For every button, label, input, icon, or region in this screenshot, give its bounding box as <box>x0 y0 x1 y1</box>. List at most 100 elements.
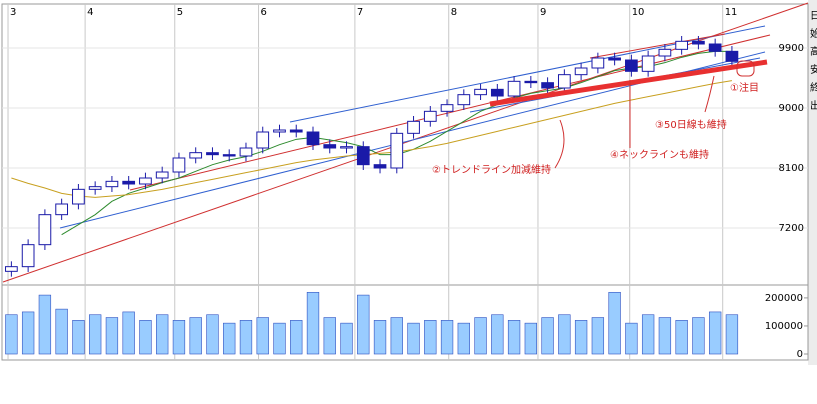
y-tick-label: 8100 <box>779 163 804 174</box>
x-tick-label: 6 <box>261 7 267 18</box>
x-tick-label: 8 <box>451 7 457 18</box>
volume-bar <box>189 317 202 355</box>
candle-body <box>38 214 52 246</box>
annotation: ③50日線も維持 <box>655 118 727 131</box>
candle-body <box>541 82 554 89</box>
candle-body <box>5 266 18 272</box>
candle-body <box>72 188 85 205</box>
annotation: ④ネックラインも維持 <box>610 148 709 161</box>
volume-bar <box>256 317 269 355</box>
volume-bar <box>290 320 303 355</box>
side-label: 出 <box>810 99 817 112</box>
volume-bar <box>323 317 336 355</box>
side-label: 終 <box>810 81 817 94</box>
trend-line <box>129 34 771 191</box>
candle-body <box>692 40 705 45</box>
candle-body <box>273 129 286 133</box>
volume-bar <box>156 314 169 355</box>
candle-body <box>608 57 621 61</box>
volume-bar <box>457 322 470 355</box>
volume-bar <box>407 322 420 355</box>
candle-body <box>524 80 538 84</box>
side-label: 安 <box>810 63 817 76</box>
volume-bar <box>541 317 554 355</box>
candle-body <box>105 180 119 188</box>
plot-frame <box>1 3 809 361</box>
x-tick-label: 7 <box>357 7 363 18</box>
side-panel <box>808 0 817 365</box>
candle-body <box>256 131 270 149</box>
candle-body <box>390 132 404 169</box>
annotations <box>554 60 755 169</box>
volume-bar <box>641 314 655 355</box>
candle-body <box>675 40 689 50</box>
candle-body <box>172 157 186 173</box>
candle-body <box>407 120 420 134</box>
volume-bar <box>72 320 85 355</box>
candle-body <box>189 152 203 159</box>
volume-tick-label: 200000 <box>765 293 803 304</box>
volume-bar <box>491 314 504 355</box>
candle-body <box>323 144 337 149</box>
candle-body <box>356 146 370 166</box>
candle-body <box>474 88 487 96</box>
volume-bar <box>390 317 403 355</box>
candle-body <box>457 94 471 106</box>
side-label: 高 <box>810 45 817 58</box>
volume-bar <box>239 320 253 355</box>
candle-body <box>440 104 454 112</box>
side-label: 日 <box>810 11 817 22</box>
volume-bar <box>55 308 68 355</box>
volume-bar <box>574 320 588 355</box>
annotation: ②トレンドライン加減維持 <box>432 163 551 176</box>
candle-body <box>306 131 320 146</box>
volume-bar <box>357 294 370 355</box>
volume-bar <box>524 322 538 355</box>
trend-line <box>2 2 809 283</box>
volume-bar <box>625 322 638 355</box>
x-tick-label: 9 <box>540 7 546 18</box>
candle-body <box>222 154 236 157</box>
volume-bar <box>708 311 722 355</box>
candle-body <box>139 177 152 185</box>
volume-bar <box>474 317 487 355</box>
volume-bar <box>424 320 437 355</box>
volume-bar <box>172 320 186 355</box>
volume-bar <box>373 320 387 355</box>
candle-body <box>55 203 69 216</box>
volume-bar <box>608 291 621 355</box>
annotation: ①注目 <box>730 81 759 94</box>
x-tick-label: 4 <box>87 7 93 18</box>
candle-body <box>490 88 504 97</box>
volume-bar <box>692 317 705 355</box>
trend-line <box>589 33 726 59</box>
volume-bar <box>223 322 236 355</box>
volume-bar <box>675 320 688 355</box>
volume-bar <box>88 314 102 355</box>
connector <box>554 119 565 169</box>
x-tick-label: 10 <box>632 7 645 18</box>
candle-body <box>708 43 722 52</box>
candle-body <box>21 244 35 268</box>
y-tick-label: 9000 <box>779 103 804 114</box>
x-tick-label: 5 <box>177 7 183 18</box>
volume-bar <box>21 311 35 355</box>
candle-body <box>625 59 638 72</box>
moving-average <box>11 80 732 198</box>
volume-bar <box>5 314 18 355</box>
volume-bar <box>558 314 571 355</box>
neckline <box>489 59 768 107</box>
side-label: 始 <box>810 27 817 40</box>
candle-body <box>239 147 253 157</box>
candle-body <box>641 55 655 72</box>
highlight-circle <box>736 60 755 77</box>
candle-body <box>658 48 672 57</box>
y-tick-label: 7200 <box>779 223 804 234</box>
candle-body <box>591 57 605 69</box>
candle-body <box>574 67 588 76</box>
candle-body <box>289 129 303 133</box>
volume-bar <box>591 317 605 355</box>
x-tick-label: 3 <box>10 7 16 18</box>
volume-bar <box>105 317 119 355</box>
